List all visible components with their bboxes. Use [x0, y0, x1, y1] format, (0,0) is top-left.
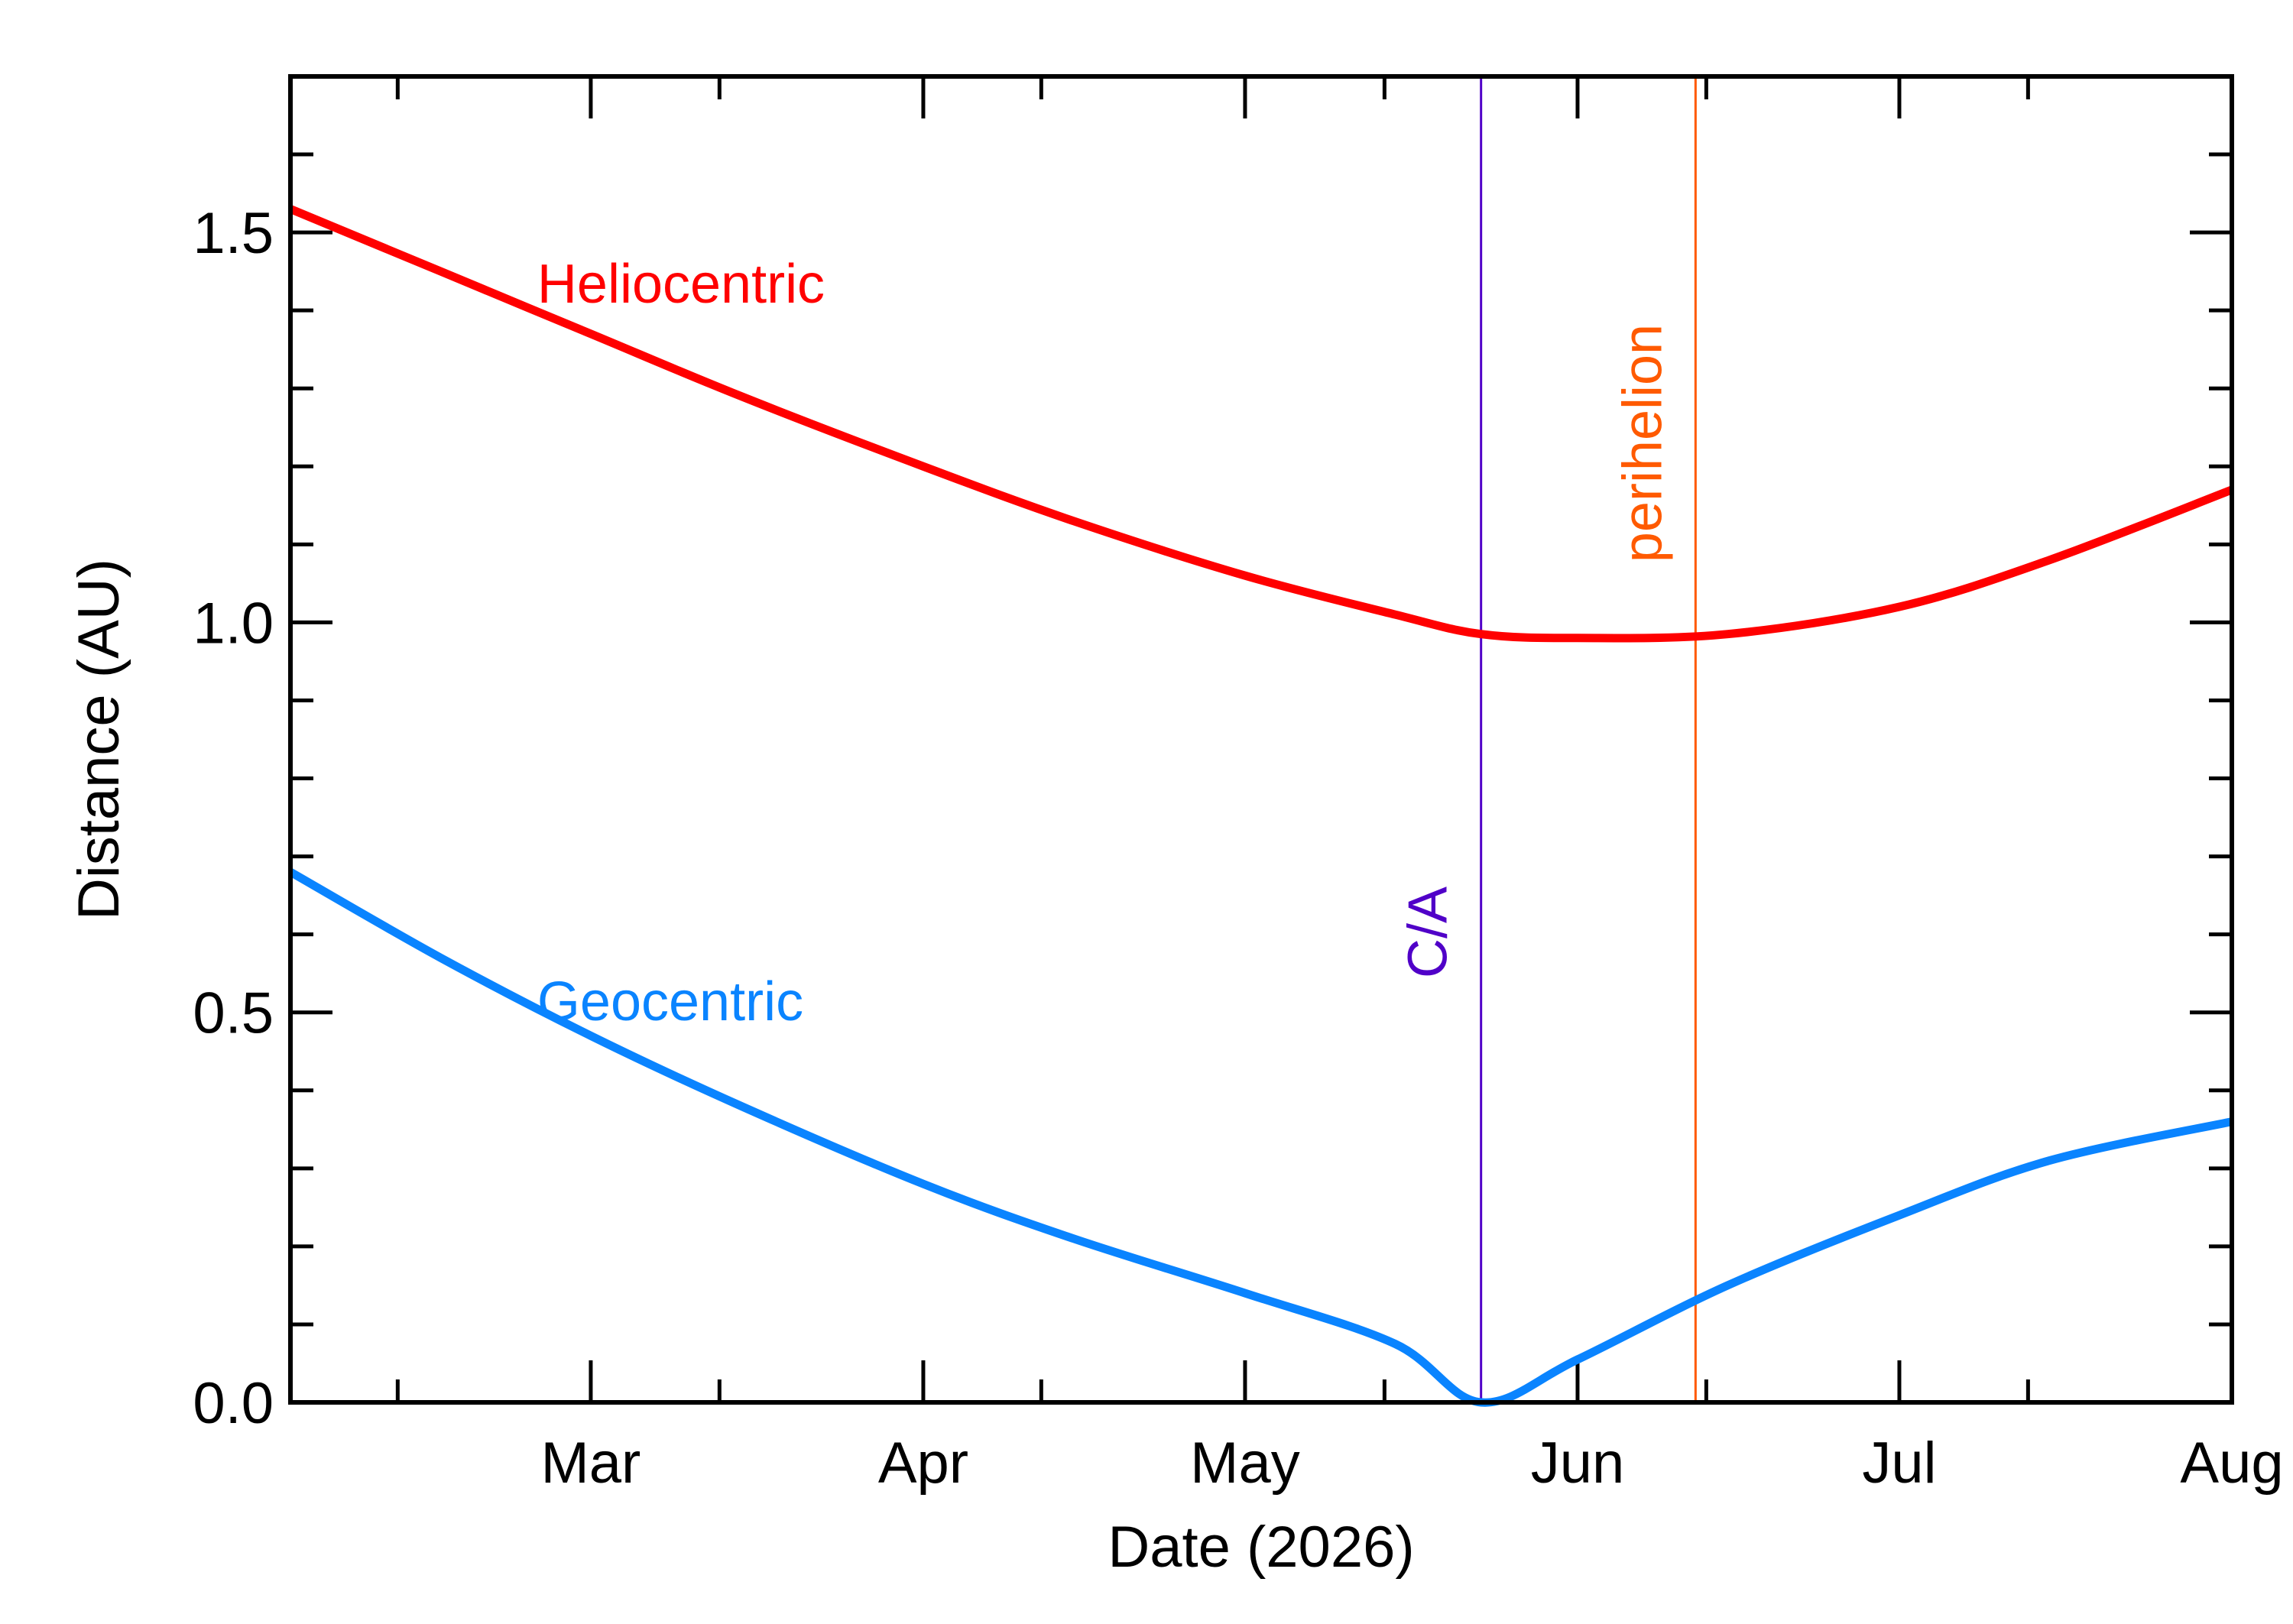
- x-tick-label: Apr: [878, 1431, 968, 1496]
- event-markers: C/A perihelion: [1398, 76, 1697, 1402]
- y-tick-label: 1.0: [193, 591, 274, 656]
- series-line-heliocentric: [288, 205, 2233, 643]
- x-tick-label: Jun: [1531, 1431, 1625, 1496]
- series-line-geocentric: [288, 868, 2233, 1407]
- x-axis-title: Date (2026): [1108, 1515, 1414, 1580]
- series-lines: [288, 205, 2233, 1407]
- x-tick-label: May: [1190, 1431, 1300, 1496]
- series-label-geocentric: Geocentric: [537, 971, 803, 1032]
- marker-label: C/A: [1398, 887, 1459, 978]
- series-labels: Heliocentric Geocentric: [537, 254, 825, 1032]
- minor-ticks: [290, 76, 2232, 1402]
- y-tick-label: 0.0: [193, 1371, 274, 1436]
- x-tick-label: Aug: [2180, 1431, 2283, 1496]
- x-tick-label: Jul: [1862, 1431, 1936, 1496]
- x-tick-label: Mar: [540, 1431, 641, 1496]
- series-label-heliocentric: Heliocentric: [537, 254, 825, 315]
- y-axis-title: Distance (AU): [66, 559, 131, 920]
- tick-labels: Mar Apr May Jun Jul Aug 0.0 0.5 1.0 1.5: [193, 201, 2283, 1496]
- y-tick-label: 0.5: [193, 981, 274, 1046]
- plot-frame: [288, 74, 2234, 1405]
- y-tick-label: 1.5: [193, 201, 274, 266]
- marker-label: perihelion: [1612, 324, 1673, 562]
